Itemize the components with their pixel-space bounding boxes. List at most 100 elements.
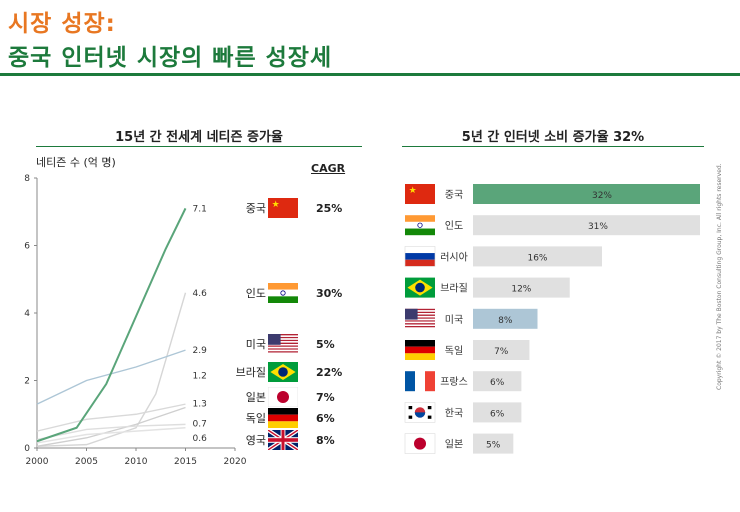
y-tick-label: 0 xyxy=(24,444,30,454)
bar-value-label-6: 6% xyxy=(490,378,505,388)
bar-7 xyxy=(473,402,522,423)
bar-6 xyxy=(473,371,522,392)
russia-flag-icon xyxy=(404,246,436,267)
y-tick-label: 4 xyxy=(24,309,30,319)
bar-category-0: 중국 xyxy=(445,189,463,201)
end-label-3: 1.2 xyxy=(193,371,207,381)
svg-text:★: ★ xyxy=(409,186,417,196)
series-line-3 xyxy=(36,406,186,448)
brazil-flag-icon xyxy=(405,277,435,298)
header-divider xyxy=(0,73,740,76)
cagr-value-4: 7% xyxy=(316,391,335,404)
x-tick-label: 2015 xyxy=(174,457,197,467)
x-tick-label: 2005 xyxy=(75,457,98,467)
country-flag-1 xyxy=(268,283,298,303)
country-name-2: 미국 xyxy=(245,338,266,351)
country-flag-3 xyxy=(268,362,298,382)
series-line-1 xyxy=(36,292,187,448)
left-panel-underline xyxy=(36,146,362,147)
china-flag-icon: ★ xyxy=(405,184,435,204)
y-tick-label: 6 xyxy=(24,242,30,252)
bar-3 xyxy=(473,277,570,298)
cagr-value-2: 5% xyxy=(316,338,335,351)
bar-category-8: 일본 xyxy=(445,439,463,451)
bar-category-7: 한국 xyxy=(445,407,463,419)
end-label-6: 0.6 xyxy=(193,434,208,444)
france-flag-icon xyxy=(405,371,435,392)
country-name-6: 영국 xyxy=(245,434,266,447)
korea-flag-icon xyxy=(404,402,436,423)
y-unit-label: 네티즌 수 (억 명) xyxy=(36,156,116,169)
bar-1 xyxy=(473,215,700,236)
svg-text:★: ★ xyxy=(272,200,280,210)
bar-2 xyxy=(473,246,602,267)
page-title-line1: 시장 성장: xyxy=(8,11,116,37)
cagr-header: CAGR xyxy=(311,162,346,175)
germany-flag-icon xyxy=(268,408,298,428)
bar-value-label-8: 5% xyxy=(486,441,501,451)
end-label-2: 2.9 xyxy=(193,346,208,356)
germany-flag-icon xyxy=(405,340,435,360)
country-flag-4 xyxy=(268,387,298,407)
cagr-value-6: 8% xyxy=(316,434,335,447)
bar-value-label-1: 31% xyxy=(588,222,608,232)
country-flag-6 xyxy=(268,430,298,450)
bar-8 xyxy=(473,433,514,454)
bar-category-6: 프랑스 xyxy=(440,376,468,388)
country-name-1: 인도 xyxy=(245,287,266,300)
bar-category-1: 인도 xyxy=(445,220,463,232)
x-tick-label: 2000 xyxy=(26,457,49,467)
series-line-5 xyxy=(36,423,186,441)
usa-flag-icon xyxy=(405,308,435,329)
copyright-notice: Copyright © 2017 by The Boston Consultin… xyxy=(716,163,723,390)
cagr-value-0: 25% xyxy=(316,202,343,215)
right-panel-underline xyxy=(402,146,704,147)
end-label-1: 4.6 xyxy=(193,289,208,299)
bar-chart: ★ 중국 32% 인도 31% 러시아 16% 브라질 12% 미국 8% 독일 7% 프랑스 6% 한국 6%… xyxy=(404,184,700,454)
series-line-6 xyxy=(36,427,186,444)
country-name-4: 일본 xyxy=(245,391,266,404)
bar-value-label-7: 6% xyxy=(490,409,505,419)
bar-category-2: 러시아 xyxy=(440,251,468,263)
y-tick-label: 8 xyxy=(24,174,30,184)
bar-value-label-2: 16% xyxy=(527,253,547,263)
y-tick-label: 2 xyxy=(24,377,30,387)
bar-category-4: 미국 xyxy=(445,314,463,326)
bar-value-label-4: 8% xyxy=(498,316,513,326)
bar-category-5: 독일 xyxy=(445,345,463,357)
series-line-4 xyxy=(36,403,186,432)
right-panel-title: 5년 간 인터넷 소비 증가율 32% xyxy=(461,130,645,145)
x-tick-label: 2020 xyxy=(224,457,247,467)
bar-value-label-3: 12% xyxy=(511,285,531,295)
bar-category-3: 브라질 xyxy=(440,283,468,295)
country-name-5: 독일 xyxy=(245,412,266,425)
china-flag-icon: ★ xyxy=(268,198,298,218)
left-panel-title: 15년 간 전세계 네티즌 증가율 xyxy=(115,130,283,145)
country-flag-5 xyxy=(268,408,298,428)
uk-flag-icon xyxy=(268,430,298,450)
end-label-0: 7.1 xyxy=(193,204,207,214)
line-chart: 0 2 4 6 8 2000 2005 2010 2015 2020 7.1 4.6 2.9 1.2 1.3… xyxy=(24,174,247,467)
india-flag-icon xyxy=(405,215,435,236)
bar-5 xyxy=(473,340,530,360)
end-label-5: 0.7 xyxy=(193,420,207,430)
end-label-4: 1.3 xyxy=(193,399,207,409)
cagr-value-5: 6% xyxy=(316,412,335,425)
country-flag-0: ★ xyxy=(268,198,298,218)
country-name-3: 브라질 xyxy=(235,366,266,379)
india-flag-icon xyxy=(268,283,298,303)
country-flag-2 xyxy=(268,334,298,354)
japan-flag-icon xyxy=(404,433,436,454)
cagr-value-3: 22% xyxy=(316,366,343,379)
series-line-2 xyxy=(36,349,186,405)
country-name-0: 중국 xyxy=(245,202,266,215)
series-line-0 xyxy=(36,207,187,443)
japan-flag-icon xyxy=(268,387,298,407)
x-tick-label: 2010 xyxy=(125,457,148,467)
bar-value-label-5: 7% xyxy=(494,347,509,357)
brazil-flag-icon xyxy=(268,362,298,382)
cagr-value-1: 30% xyxy=(316,287,343,300)
bar-4 xyxy=(473,308,538,329)
usa-flag-icon xyxy=(268,334,298,354)
bar-0 xyxy=(473,184,700,204)
